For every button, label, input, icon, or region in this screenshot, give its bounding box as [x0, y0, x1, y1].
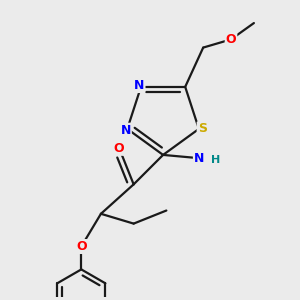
Text: O: O	[76, 240, 87, 253]
Text: O: O	[226, 33, 236, 46]
Text: N: N	[194, 152, 204, 165]
Text: H: H	[211, 155, 220, 165]
Text: S: S	[198, 122, 207, 135]
Text: N: N	[121, 124, 131, 137]
Text: O: O	[114, 142, 124, 155]
Text: N: N	[134, 79, 145, 92]
